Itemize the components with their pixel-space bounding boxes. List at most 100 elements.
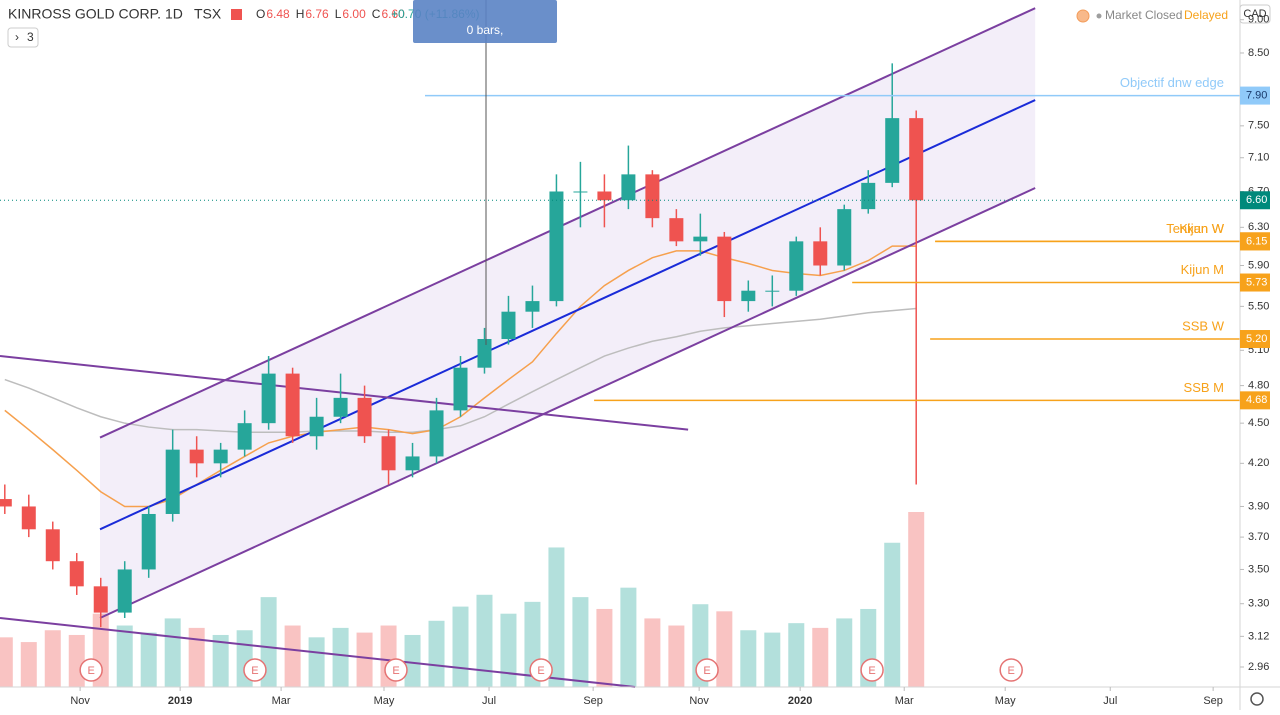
currency: CAD (1243, 8, 1266, 20)
volume-bar (404, 634, 421, 687)
candle-body (813, 241, 828, 266)
level-price: 5.73 (1246, 276, 1267, 288)
volume-bar (500, 613, 517, 687)
volume-bar (284, 625, 301, 687)
earnings-marker[interactable] (999, 658, 1023, 682)
ohlc-label: H (296, 7, 305, 21)
collapse-count: 3 (27, 30, 34, 44)
volume-bar (884, 542, 901, 687)
candle-body (621, 174, 636, 201)
volume-bar (212, 634, 229, 687)
candle-body (381, 436, 396, 471)
trendline (99, 7, 1036, 439)
candle-body (597, 191, 612, 201)
earnings-marker[interactable] (529, 658, 553, 682)
candle-body (213, 449, 228, 464)
level-price: 6.15 (1246, 235, 1267, 247)
tooltip-text: 0 bars, (467, 23, 504, 37)
level-price-box (1240, 330, 1270, 349)
volume-bar (596, 608, 613, 687)
earnings-label: E (868, 665, 875, 677)
candle-body (357, 397, 372, 437)
moving-average (4, 307, 917, 434)
level-price-box (1240, 391, 1270, 410)
trendline (99, 187, 1036, 619)
level-label: Objectif dnw edge (1120, 75, 1224, 90)
candle-body (525, 301, 540, 312)
volume-bar (740, 630, 757, 687)
x-tick-label: Mar (895, 695, 914, 707)
y-tick-label: 9.00 (1248, 14, 1269, 26)
candle-body (861, 182, 876, 210)
level-label: Kijun W (1179, 221, 1225, 236)
y-tick-label: 3.12 (1248, 630, 1269, 642)
candle-body (741, 290, 756, 302)
x-tick-label: May (995, 695, 1016, 707)
y-tick-label: 8.50 (1248, 47, 1269, 59)
volume-bar (548, 547, 565, 687)
candle-body (693, 236, 708, 242)
volume-bar (644, 618, 661, 687)
earnings-label: E (251, 665, 258, 677)
candle-body (765, 290, 780, 292)
earnings-marker[interactable] (695, 658, 719, 682)
volume-bar (668, 625, 685, 687)
y-tick-label: 6.30 (1248, 221, 1269, 233)
earnings-label: E (537, 665, 544, 677)
candle-body (21, 506, 36, 530)
status-dot (1096, 13, 1102, 19)
y-tick-label: 3.90 (1248, 500, 1269, 512)
y-tick-label: 3.70 (1248, 531, 1269, 543)
earnings-marker[interactable] (243, 658, 267, 682)
candle-body (333, 397, 348, 417)
y-tick-label: 7.50 (1248, 120, 1269, 132)
volume-bar (788, 623, 805, 687)
y-tick-label: 5.90 (1248, 259, 1269, 271)
level-price: 4.68 (1246, 394, 1267, 406)
level-price: 7.90 (1246, 89, 1267, 101)
level-price-box (1240, 273, 1270, 292)
candle-body (237, 423, 252, 450)
candle-body (717, 236, 732, 302)
earnings-marker[interactable] (79, 658, 103, 682)
candle-body (837, 209, 852, 266)
candle-body (141, 513, 156, 570)
currency-box[interactable] (1239, 4, 1271, 24)
settings-icon[interactable] (1250, 692, 1264, 706)
ohlc-value: 6.60 (381, 7, 405, 21)
volume-bar (0, 637, 13, 687)
level-label: Tenkan W (1166, 221, 1225, 236)
channel-fill (100, 8, 1036, 618)
exchange: TSX (194, 6, 222, 22)
earnings-label: E (87, 665, 94, 677)
candle-body (549, 191, 564, 302)
volume-bar (356, 632, 373, 687)
trendline (0, 355, 689, 431)
candle-body (669, 218, 684, 242)
y-tick-label: 5.50 (1248, 300, 1269, 312)
level-price-box (1240, 86, 1270, 105)
earnings-marker[interactable] (384, 658, 408, 682)
x-tick-label: Nov (70, 695, 90, 707)
ohlc-label: O (256, 7, 265, 21)
volume-bar (164, 618, 181, 687)
candle-body (45, 529, 60, 562)
status-icon (1076, 9, 1090, 23)
x-tick-label: 2020 (788, 695, 812, 707)
earnings-marker[interactable] (860, 658, 884, 682)
volume-bar (428, 620, 445, 687)
level-label: SSB M (1184, 380, 1224, 395)
candle-body (285, 373, 300, 437)
candle-body (93, 586, 108, 613)
flag-icon[interactable] (231, 9, 242, 20)
ohlc-value: 6.76 (305, 7, 329, 21)
candle-body (645, 174, 660, 219)
volume-bar (764, 632, 781, 687)
collapse-button[interactable] (7, 27, 39, 48)
ohlc-value: 6.00 (342, 7, 366, 21)
volume-bar (572, 597, 589, 687)
trendline (99, 99, 1036, 531)
y-tick-label: 4.50 (1248, 417, 1269, 429)
